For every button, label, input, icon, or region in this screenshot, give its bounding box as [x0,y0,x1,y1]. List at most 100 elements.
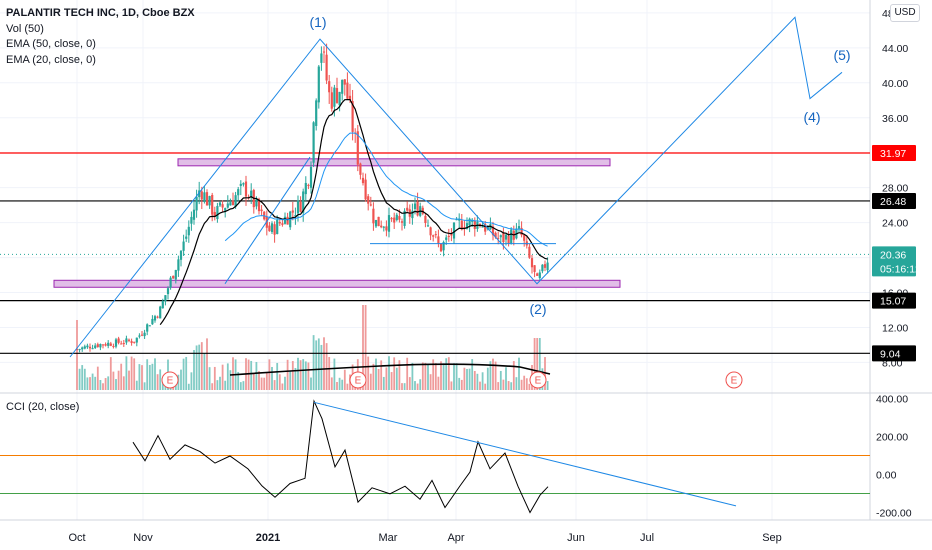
time-tick-label: Nov [133,532,153,544]
volume-bar [263,377,266,390]
volume-bar [143,382,146,390]
price-tick-label: 40.00 [882,78,908,90]
candle-body [330,92,333,109]
candle-body [442,242,445,251]
volume-bar [200,342,203,390]
candle-body [94,345,97,349]
candle-body [403,210,406,226]
volume-bar [229,370,232,390]
candle-body [135,337,138,343]
volume-bar [107,376,110,390]
volume-bar [538,338,541,390]
indicator-ema-50[interactable]: EMA (50, close, 0) [6,38,96,50]
candle-body [452,222,456,239]
price-badge [872,144,916,161]
candle-body [356,131,359,165]
price-tick-label: 12.00 [882,322,908,334]
volume-bar [460,379,463,390]
candle-body [156,316,159,318]
candle-body [458,218,461,221]
volume-bar [546,381,549,390]
volume-bar [414,381,416,390]
trend-line [224,156,311,285]
volume-bar [333,358,336,390]
volume-bar [445,358,448,390]
volume-bar [187,383,190,390]
volume-bar [315,340,318,390]
candle-body [221,204,224,208]
volume-bar [156,374,159,390]
candle-body [369,204,372,206]
price-tick-label: 28.00 [882,183,908,195]
volume-bar [226,363,229,390]
volume-bar [346,383,349,390]
volume-bar [299,360,302,390]
candle-body [543,264,547,268]
candle-body [322,51,326,53]
candle-body [302,191,305,213]
indicator-ema-20[interactable]: EMA (20, close, 0) [6,53,96,66]
volume-bar [453,363,455,390]
candle-body [276,219,279,234]
volume-bar [146,359,149,390]
volume-bar [281,383,284,390]
volume-bar [78,368,81,390]
candle-body [346,82,349,99]
ema-50-line [224,132,548,247]
candle-body [291,210,294,213]
volume-bar [271,366,273,390]
candle-body [341,79,344,94]
earnings-label: E [355,376,362,387]
candle-body [140,334,144,336]
earnings-marker [349,371,367,389]
candle-body [424,215,427,223]
volume-bar [369,373,372,390]
wave-label: (1) [309,14,326,30]
candle-body [307,184,310,186]
price-badge-label: 15.07 [880,296,906,308]
indicator-volume[interactable]: Vol (50) [6,22,44,35]
volume-bar [193,350,195,390]
volume-bar [471,359,474,390]
candle-body [273,224,276,235]
volume-bar [424,362,427,390]
time-tick-label: Mar [379,532,398,544]
volume-bar [83,368,86,390]
earnings-label: E [167,376,174,387]
volume-bar [190,372,193,390]
candle-body [546,262,549,271]
currency-button[interactable]: USD [890,4,920,22]
candle-body [387,215,391,232]
candle-body [187,226,190,236]
volume-bar [437,376,440,390]
volume-bar [91,373,94,390]
candle-body [200,191,203,200]
symbol-title[interactable]: PALANTIR TECH INC, 1D, Cboe BZX [6,7,195,19]
volume-bar [291,361,294,390]
volume-bar [239,382,242,390]
volume-bar [128,370,130,390]
wave-label: (5) [833,47,850,63]
volume-bar [76,320,78,390]
candle-body [395,214,398,221]
candle-body [530,258,534,268]
candle-body [185,236,188,239]
cci-trend-line [313,401,737,507]
candle-body [333,87,336,107]
volume-bar [328,357,331,390]
volume-bar [466,368,468,390]
candle-body [315,100,318,126]
volume-bar [489,361,492,390]
volume-bar [177,374,180,390]
candle-body [203,192,206,202]
volume-bar [198,344,201,390]
volume-bar [429,374,432,390]
volume-bar [203,353,206,390]
indicator-cci[interactable]: CCI (20, close) [6,401,80,413]
candle-body [169,277,172,288]
volume-bar [479,381,481,390]
candle-body [390,218,393,220]
volume-bar [94,376,97,390]
candle-body [281,223,284,225]
